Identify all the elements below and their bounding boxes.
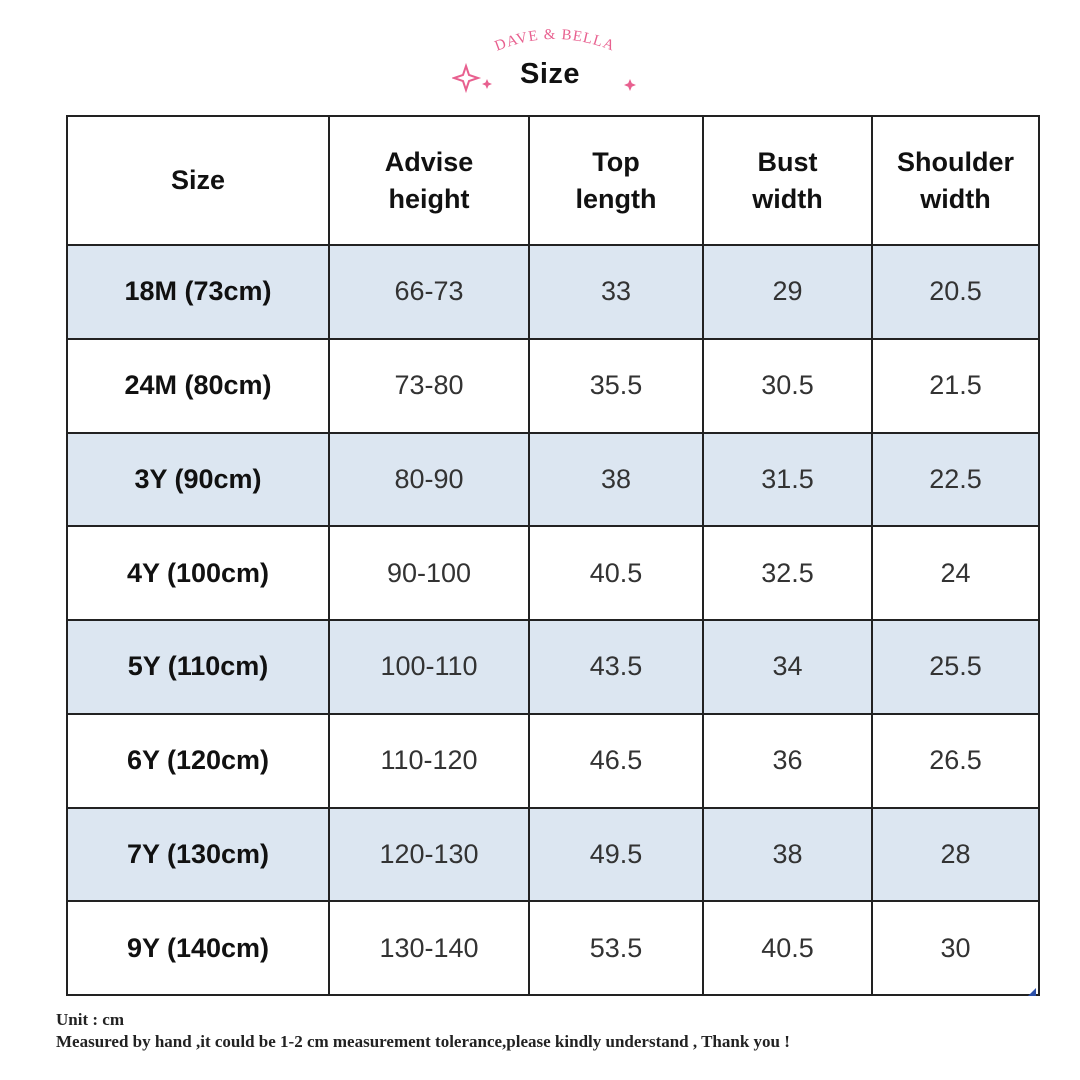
size-cell: 7Y (130cm)	[66, 806, 330, 903]
table-row: 4Y (100cm) 90-100 40.5 32.5 24	[66, 525, 1040, 621]
brand-text-path: DAVE & BELLA	[493, 27, 617, 55]
shoulder-width-cell: 20.5	[871, 244, 1040, 340]
column-header-bust-width: Bust width	[702, 115, 873, 246]
column-header-size: Size	[66, 115, 330, 246]
top-length-cell: 46.5	[528, 712, 704, 809]
table-row: 18M (73cm) 66-73 33 29 20.5	[66, 244, 1040, 340]
column-header-label: Advise	[384, 146, 474, 177]
top-length-cell: 40.5	[528, 525, 704, 621]
advise-height-cell: 90-100	[328, 525, 530, 621]
shoulder-width-cell: 24	[871, 525, 1040, 621]
bust-width-cell: 30.5	[702, 337, 873, 434]
advise-height-cell: 120-130	[328, 806, 530, 903]
advise-height-cell: 73-80	[328, 337, 530, 434]
advise-height-cell: 100-110	[328, 619, 530, 715]
top-length-cell: 43.5	[528, 619, 704, 715]
bust-width-cell: 40.5	[702, 900, 873, 996]
advise-height-cell: 130-140	[328, 900, 530, 996]
column-header-label: Shoulder	[896, 146, 1014, 177]
page-title: Size	[520, 58, 581, 90]
shoulder-width-cell: 22.5	[871, 431, 1040, 528]
top-length-cell: 33	[528, 244, 704, 340]
bust-width-cell: 32.5	[702, 525, 873, 621]
sparkle-icon	[452, 62, 492, 94]
size-cell: 24M (80cm)	[66, 337, 330, 434]
table-header-row: Size Advise height Top length Bust width…	[66, 115, 1040, 246]
table-row: 3Y (90cm) 80-90 38 31.5 22.5	[66, 431, 1040, 528]
table-row: 5Y (110cm) 100-110 43.5 34 25.5	[66, 619, 1040, 715]
size-cell: 18M (73cm)	[66, 244, 330, 340]
column-header-advise-height: Advise height	[328, 115, 530, 246]
top-length-cell: 53.5	[528, 900, 704, 996]
column-header-label: width	[920, 183, 991, 214]
column-header-top-length: Top length	[528, 115, 704, 246]
shoulder-width-cell: 28	[871, 806, 1040, 903]
brand-logo: DAVE & BELLA	[493, 27, 618, 55]
column-header-label: length	[575, 183, 657, 214]
size-cell: 3Y (90cm)	[66, 431, 330, 528]
brand-text: DAVE & BELLA	[493, 27, 618, 55]
shoulder-width-cell: 30	[871, 900, 1040, 996]
shoulder-width-cell: 25.5	[871, 619, 1040, 715]
column-header-shoulder-width: Shoulder width	[871, 115, 1040, 246]
bust-width-cell: 36	[702, 712, 873, 809]
size-cell: 9Y (140cm)	[66, 900, 330, 996]
small-sparkle-icon	[624, 79, 636, 91]
column-header-label: width	[752, 183, 823, 214]
column-header-label: Size	[170, 165, 226, 195]
bust-width-cell: 29	[702, 244, 873, 340]
table-row: 7Y (130cm) 120-130 49.5 38 28	[66, 806, 1040, 903]
advise-height-cell: 110-120	[328, 712, 530, 809]
advise-height-cell: 66-73	[328, 244, 530, 340]
table-row: 6Y (120cm) 110-120 46.5 36 26.5	[66, 712, 1040, 809]
column-header-label: Top	[592, 146, 640, 177]
size-cell: 4Y (100cm)	[66, 525, 330, 621]
advise-height-cell: 80-90	[328, 431, 530, 528]
measurement-note: Measured by hand ,it could be 1-2 cm mea…	[56, 1032, 790, 1051]
size-chart-table: Size Advise height Top length Bust width…	[66, 115, 1040, 996]
bust-width-cell: 38	[702, 806, 873, 903]
shoulder-width-cell: 21.5	[871, 337, 1040, 434]
size-cell: 6Y (120cm)	[66, 712, 330, 809]
bust-width-cell: 31.5	[702, 431, 873, 528]
top-length-cell: 35.5	[528, 337, 704, 434]
corner-mark-icon	[1028, 988, 1036, 996]
table-row: 9Y (140cm) 130-140 53.5 40.5 30	[66, 900, 1040, 996]
top-length-cell: 49.5	[528, 806, 704, 903]
column-header-label: height	[388, 183, 470, 214]
shoulder-width-cell: 26.5	[871, 712, 1040, 809]
unit-note: Unit : cm	[56, 1010, 124, 1029]
column-header-label: Bust	[757, 146, 818, 177]
top-length-cell: 38	[528, 431, 704, 528]
bust-width-cell: 34	[702, 619, 873, 715]
table-row: 24M (80cm) 73-80 35.5 30.5 21.5	[66, 337, 1040, 434]
size-cell: 5Y (110cm)	[66, 619, 330, 715]
